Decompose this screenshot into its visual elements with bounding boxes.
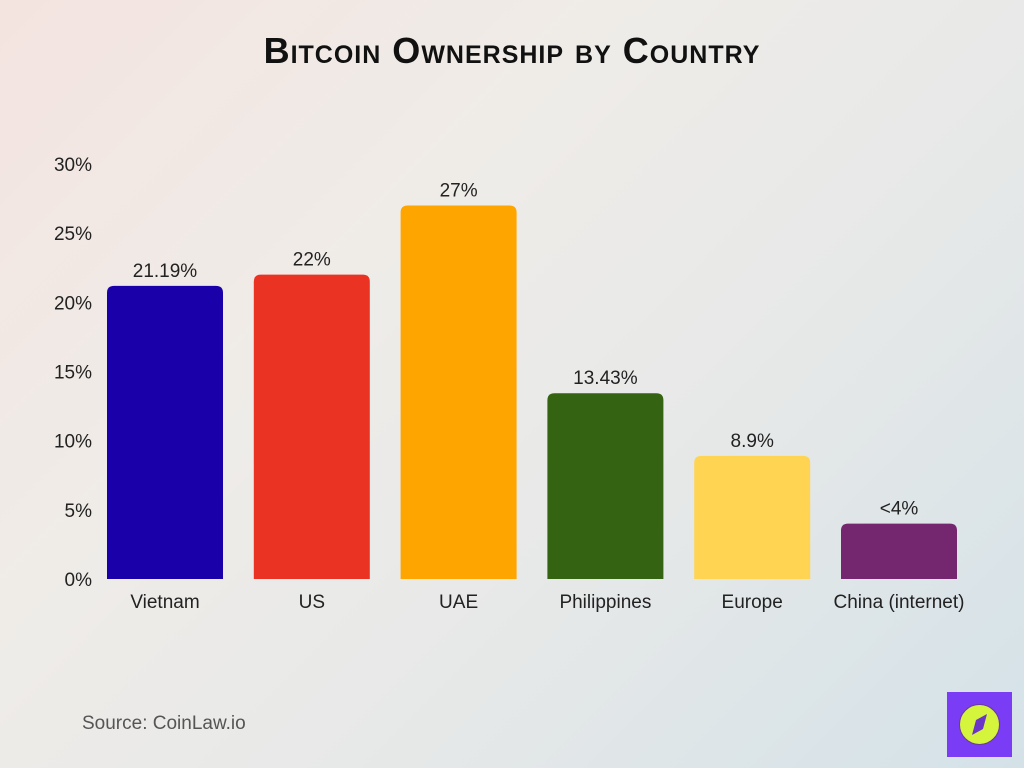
compass-icon — [959, 704, 1000, 745]
bar — [547, 393, 664, 579]
category-label: China (internet) — [834, 592, 965, 613]
data-label: 21.19% — [133, 261, 198, 282]
category-label: Vietnam — [130, 592, 199, 613]
bar — [694, 455, 811, 579]
y-tick-label: 30% — [54, 155, 92, 176]
brand-logo — [947, 692, 1012, 757]
category-label: Philippines — [559, 592, 651, 613]
bar — [400, 205, 517, 579]
y-tick-label: 5% — [65, 501, 93, 522]
data-label: 27% — [440, 181, 478, 202]
y-tick-label: 0% — [65, 570, 93, 591]
source-note: Source: CoinLaw.io — [82, 713, 246, 734]
bar — [841, 523, 957, 579]
y-tick-label: 25% — [54, 224, 92, 245]
data-label: 8.9% — [731, 431, 774, 452]
y-tick-label: 10% — [54, 432, 92, 453]
data-label: <4% — [880, 499, 919, 520]
data-label: 22% — [293, 250, 331, 271]
category-label: Europe — [722, 592, 783, 613]
data-label: 13.43% — [573, 368, 638, 389]
bar — [107, 285, 223, 579]
y-tick-label: 20% — [54, 293, 92, 314]
bar — [253, 274, 370, 579]
category-label: UAE — [439, 592, 478, 613]
y-tick-label: 15% — [54, 363, 92, 384]
chart-title: Bitcoin Ownership by Country — [263, 30, 761, 71]
category-label: US — [299, 592, 325, 613]
